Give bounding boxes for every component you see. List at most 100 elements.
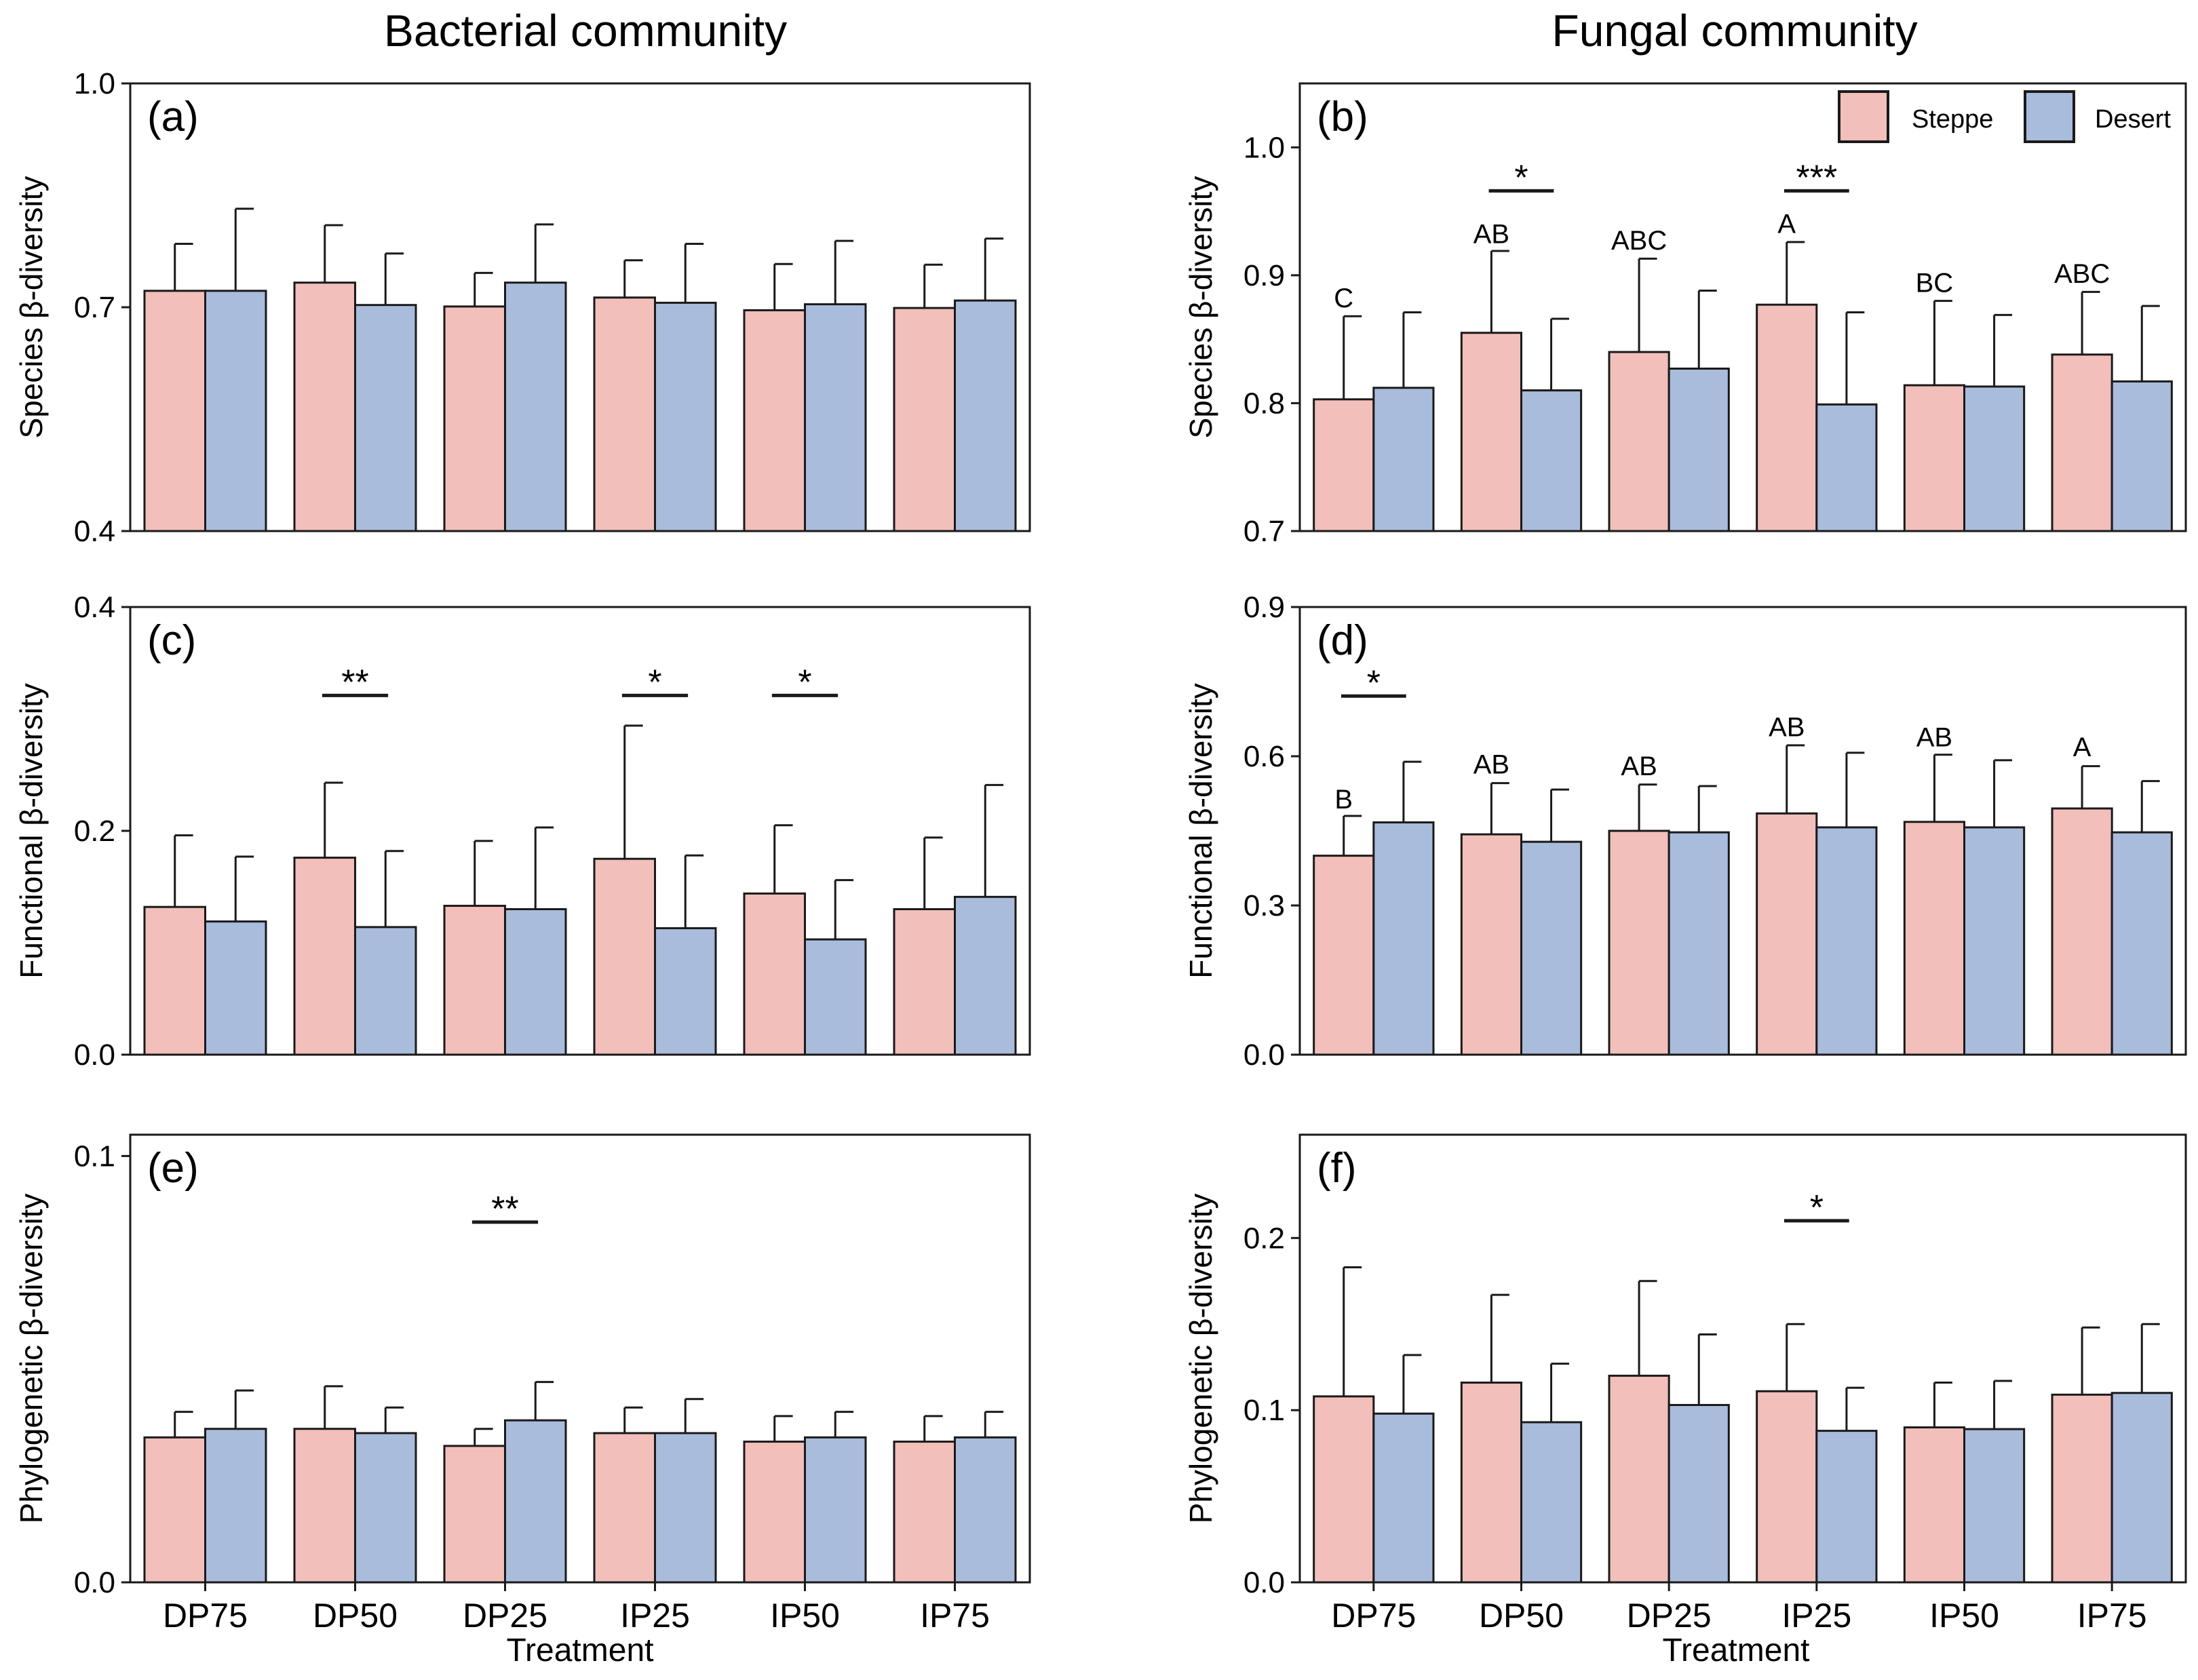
panel-label: (f)	[1317, 1145, 1357, 1192]
bar-desert-dp50	[1520, 840, 1583, 1056]
bar-desert-ip50	[1963, 1428, 2026, 1584]
y-tick-label: 1.0	[74, 67, 115, 100]
y-tick-label: 0.4	[74, 591, 115, 624]
bar-steppe-ip50	[743, 1441, 806, 1584]
y-axis-label: Species β-diversity	[14, 176, 49, 439]
bar-steppe-ip75	[2051, 807, 2113, 1056]
y-tick-label: 0.0	[74, 1566, 115, 1599]
bar-steppe-ip25	[593, 1432, 656, 1584]
group-letter: ABC	[2054, 259, 2110, 289]
bar-steppe-dp25	[443, 305, 506, 532]
panel-e: 0.0 0.1 Phylogenetic β-diversity (e) DP75 DP5…	[14, 1133, 1031, 1635]
bar-desert-ip75	[954, 299, 1017, 532]
significance-star: *	[1514, 158, 1528, 197]
panel-label: (e)	[147, 1145, 199, 1192]
bar-desert-ip25	[1815, 826, 1878, 1056]
bar-steppe-dp25	[1608, 351, 1670, 532]
significance-star: *	[1810, 1188, 1824, 1228]
bar-steppe-ip25	[1756, 303, 1818, 532]
group-letter: C	[1334, 284, 1353, 313]
bar-steppe-ip75	[893, 1441, 956, 1584]
x-tick-label-ip50: IP50	[1929, 1597, 1999, 1635]
x-tick-label-dp25: DP25	[1627, 1597, 1712, 1635]
y-tick-label: 0.9	[1243, 591, 1285, 624]
bar-desert-dp50	[354, 926, 417, 1056]
bar-steppe-dp25	[1608, 829, 1670, 1056]
y-axis-label: Species β-diversity	[1183, 176, 1218, 439]
y-tick-label: 0.2	[1243, 1222, 1285, 1255]
bar-desert-ip25	[654, 927, 717, 1056]
bar-desert-ip50	[1963, 385, 2026, 532]
bar-steppe-ip25	[593, 296, 656, 532]
legend-label-steppe: Steppe	[1912, 105, 1993, 134]
bar-steppe-ip25	[593, 857, 656, 1056]
y-axis-label: Functional β-diversity	[1183, 683, 1218, 979]
y-tick-label: 0.8	[1243, 387, 1285, 420]
plot-frame	[1298, 82, 2187, 532]
bar-desert-ip25	[654, 301, 717, 532]
bar-desert-ip50	[1963, 826, 2026, 1056]
legend-swatch-desert	[2024, 90, 2075, 143]
bar-steppe-ip75	[2051, 353, 2113, 532]
x-tick-label-dp75: DP75	[163, 1597, 248, 1635]
plot-frame	[1298, 1133, 2187, 1584]
bar-desert-dp25	[1667, 831, 1730, 1056]
significance-star: **	[341, 663, 368, 702]
bar-desert-ip75	[954, 1436, 1017, 1584]
y-tick-label: 0.0	[1243, 1038, 1285, 1072]
bar-steppe-ip50	[1903, 384, 1965, 532]
bar-steppe-ip75	[893, 908, 956, 1056]
x-axis-title-right: Treatment	[1663, 1633, 1810, 1668]
y-tick-label: 0.7	[74, 291, 115, 324]
bar-steppe-dp25	[443, 905, 506, 1056]
bar-steppe-dp50	[293, 1428, 356, 1584]
bar-desert-dp75	[1372, 387, 1435, 532]
bar-desert-ip75	[2110, 1392, 2173, 1584]
bar-desert-dp25	[1667, 368, 1730, 532]
y-tick-label: 0.7	[1243, 515, 1285, 548]
bar-desert-dp25	[504, 281, 567, 532]
y-axis-label: Functional β-diversity	[14, 683, 49, 979]
group-letter: ABC	[1611, 226, 1667, 256]
bar-desert-ip50	[804, 1436, 867, 1584]
group-letter: AB	[1769, 713, 1805, 743]
bar-desert-dp75	[1372, 821, 1435, 1056]
significance-star: ***	[1796, 158, 1837, 197]
bar-desert-ip75	[2110, 380, 2173, 532]
bar-desert-ip25	[1815, 403, 1878, 532]
y-tick-label: 0.4	[74, 515, 115, 548]
bar-steppe-ip75	[2051, 1393, 2113, 1584]
bar-desert-dp25	[504, 908, 567, 1056]
bar-steppe-ip75	[893, 307, 956, 532]
plot-frame	[1298, 606, 2187, 1056]
bar-desert-ip25	[1815, 1430, 1878, 1584]
y-axis-label: Phylogenetic β-diversity	[14, 1194, 49, 1524]
y-tick-label: 0.2	[74, 815, 115, 848]
x-tick-label-ip25: IP25	[620, 1597, 690, 1635]
x-tick-label-dp25: DP25	[463, 1597, 547, 1635]
legend-label-desert: Desert	[2095, 105, 2171, 134]
bar-steppe-dp75	[1313, 855, 1375, 1056]
y-tick-label: 1.0	[1243, 131, 1285, 164]
bar-desert-ip50	[804, 303, 867, 532]
bar-steppe-ip25	[1756, 812, 1818, 1056]
bar-steppe-ip25	[1756, 1390, 1818, 1584]
bar-steppe-dp75	[143, 290, 206, 532]
y-tick-label: 0.1	[1243, 1394, 1285, 1427]
bar-desert-dp75	[204, 920, 267, 1056]
bar-desert-ip50	[804, 938, 867, 1056]
group-letter: A	[2073, 732, 2091, 762]
x-tick-label-dp50: DP50	[313, 1597, 398, 1635]
group-letter: B	[1334, 785, 1353, 815]
bar-desert-dp75	[1372, 1412, 1435, 1584]
bar-desert-dp50	[354, 1432, 417, 1584]
group-letter: A	[1777, 210, 1796, 239]
bar-steppe-dp25	[443, 1445, 506, 1584]
significance-star: *	[1367, 663, 1381, 703]
group-letter: AB	[1473, 750, 1509, 780]
bar-steppe-dp75	[1313, 398, 1375, 532]
x-tick-label-dp50: DP50	[1479, 1597, 1564, 1635]
panel-d: 0.0 0.3 0.6 0.9 Functional β-diversity (d)* B A…	[1183, 591, 2187, 1072]
